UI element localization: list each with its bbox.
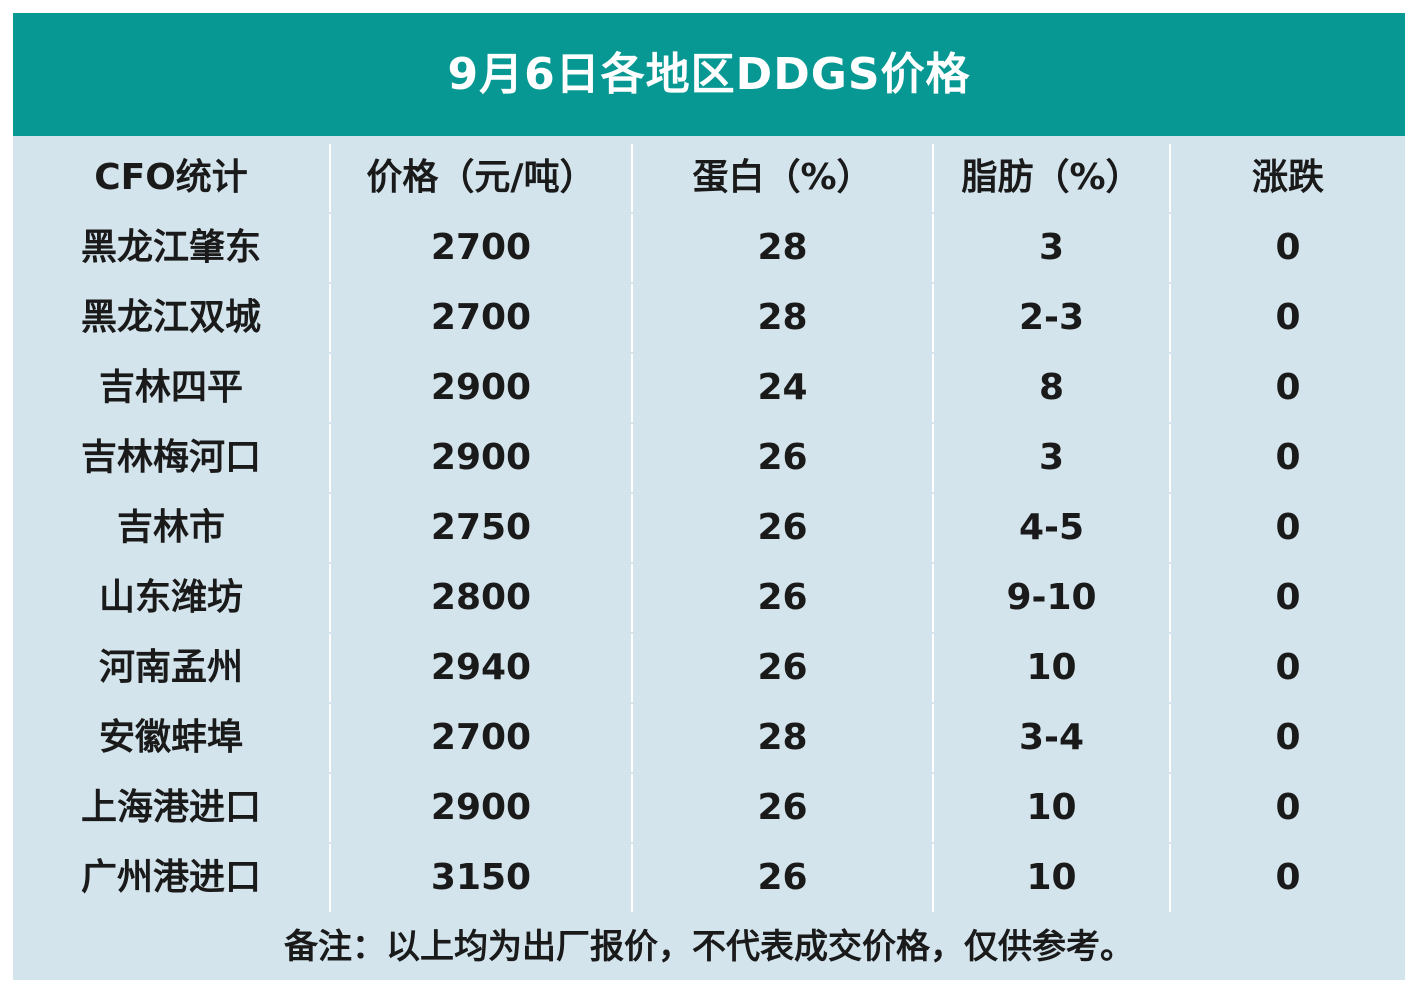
table-row: 黑龙江双城 2700 28 2-3 0	[13, 284, 1405, 352]
region-cell: 吉林四平	[98, 367, 243, 408]
fat-cell: 3	[932, 214, 1169, 282]
price-cell: 2700	[329, 284, 631, 352]
price-cell: 2940	[329, 634, 631, 702]
change-cell: 0	[1169, 424, 1405, 492]
protein-cell: 26	[631, 634, 932, 702]
price-cell: 2750	[329, 494, 631, 562]
table-row: 安徽蚌埠 2700 28 3-4 0	[13, 704, 1405, 772]
fat-cell: 9-10	[932, 564, 1169, 632]
title-bar: 9月6日各地区DDGS价格	[13, 13, 1405, 136]
fat-cell: 2-3	[932, 284, 1169, 352]
change-cell: 0	[1169, 844, 1405, 912]
protein-cell: 26	[631, 424, 932, 492]
region-cell: 黑龙江双城	[80, 297, 261, 338]
price-table-panel: 9月6日各地区DDGS价格 CFO统计 价格（元/吨） 蛋白（%） 脂肪（%） …	[13, 13, 1405, 980]
price-cell: 2900	[329, 424, 631, 492]
table-row: 广州港进口 3150 26 10 0	[13, 844, 1405, 912]
region-cell: 河南孟州	[98, 647, 243, 688]
region-cell: 吉林梅河口	[80, 437, 261, 478]
protein-cell: 28	[631, 284, 932, 352]
region-cell: 吉林市	[116, 507, 225, 548]
price-cell: 2900	[329, 354, 631, 422]
header-cell-price: 价格（元/吨）	[329, 144, 631, 212]
fat-cell: 8	[932, 354, 1169, 422]
change-cell: 0	[1169, 564, 1405, 632]
table-row: 吉林市 2750 26 4-5 0	[13, 494, 1405, 562]
table-row: 吉林四平 2900 24 8 0	[13, 354, 1405, 422]
fat-cell: 10	[932, 634, 1169, 702]
fat-cell: 4-5	[932, 494, 1169, 562]
change-cell: 0	[1169, 284, 1405, 352]
footer-note: 备注：以上均为出厂报价，不代表成交价格，仅供参考。	[13, 914, 1405, 980]
protein-cell: 26	[631, 494, 932, 562]
price-cell: 2900	[329, 774, 631, 842]
price-cell: 2700	[329, 214, 631, 282]
table-row: 黑龙江肇东 2700 28 3 0	[13, 214, 1405, 282]
fat-cell: 3-4	[932, 704, 1169, 772]
protein-cell: 28	[631, 214, 932, 282]
change-cell: 0	[1169, 774, 1405, 842]
table-title: 9月6日各地区DDGS价格	[447, 48, 971, 100]
fat-cell: 3	[932, 424, 1169, 492]
table-row: 上海港进口 2900 26 10 0	[13, 774, 1405, 842]
header-cell-protein: 蛋白（%）	[631, 144, 932, 212]
region-cell: 广州港进口	[80, 857, 261, 898]
protein-cell: 26	[631, 774, 932, 842]
protein-cell: 26	[631, 564, 932, 632]
change-cell: 0	[1169, 634, 1405, 702]
protein-cell: 24	[631, 354, 932, 422]
table-row: 山东潍坊 2800 26 9-10 0	[13, 564, 1405, 632]
price-cell: 2700	[329, 704, 631, 772]
price-cell: 2800	[329, 564, 631, 632]
header-cell-region: CFO统计	[94, 157, 248, 198]
region-cell: 上海港进口	[80, 787, 261, 828]
change-cell: 0	[1169, 354, 1405, 422]
change-cell: 0	[1169, 704, 1405, 772]
header-cell-change: 涨跌	[1169, 144, 1405, 212]
region-cell: 安徽蚌埠	[98, 717, 243, 758]
table-row: 吉林梅河口 2900 26 3 0	[13, 424, 1405, 492]
protein-cell: 26	[631, 844, 932, 912]
fat-cell: 10	[932, 844, 1169, 912]
footer-note-text: 备注：以上均为出厂报价，不代表成交价格，仅供参考。	[284, 927, 1134, 967]
region-cell: 黑龙江肇东	[80, 227, 261, 268]
table-row: 河南孟州 2940 26 10 0	[13, 634, 1405, 702]
change-cell: 0	[1169, 494, 1405, 562]
fat-cell: 10	[932, 774, 1169, 842]
change-cell: 0	[1169, 214, 1405, 282]
price-cell: 3150	[329, 844, 631, 912]
header-cell-fat: 脂肪（%）	[932, 144, 1169, 212]
table-header-row: CFO统计 价格（元/吨） 蛋白（%） 脂肪（%） 涨跌	[13, 144, 1405, 212]
protein-cell: 28	[631, 704, 932, 772]
region-cell: 山东潍坊	[98, 577, 243, 618]
price-table: CFO统计 价格（元/吨） 蛋白（%） 脂肪（%） 涨跌 黑龙江肇东 2700 …	[13, 144, 1405, 914]
